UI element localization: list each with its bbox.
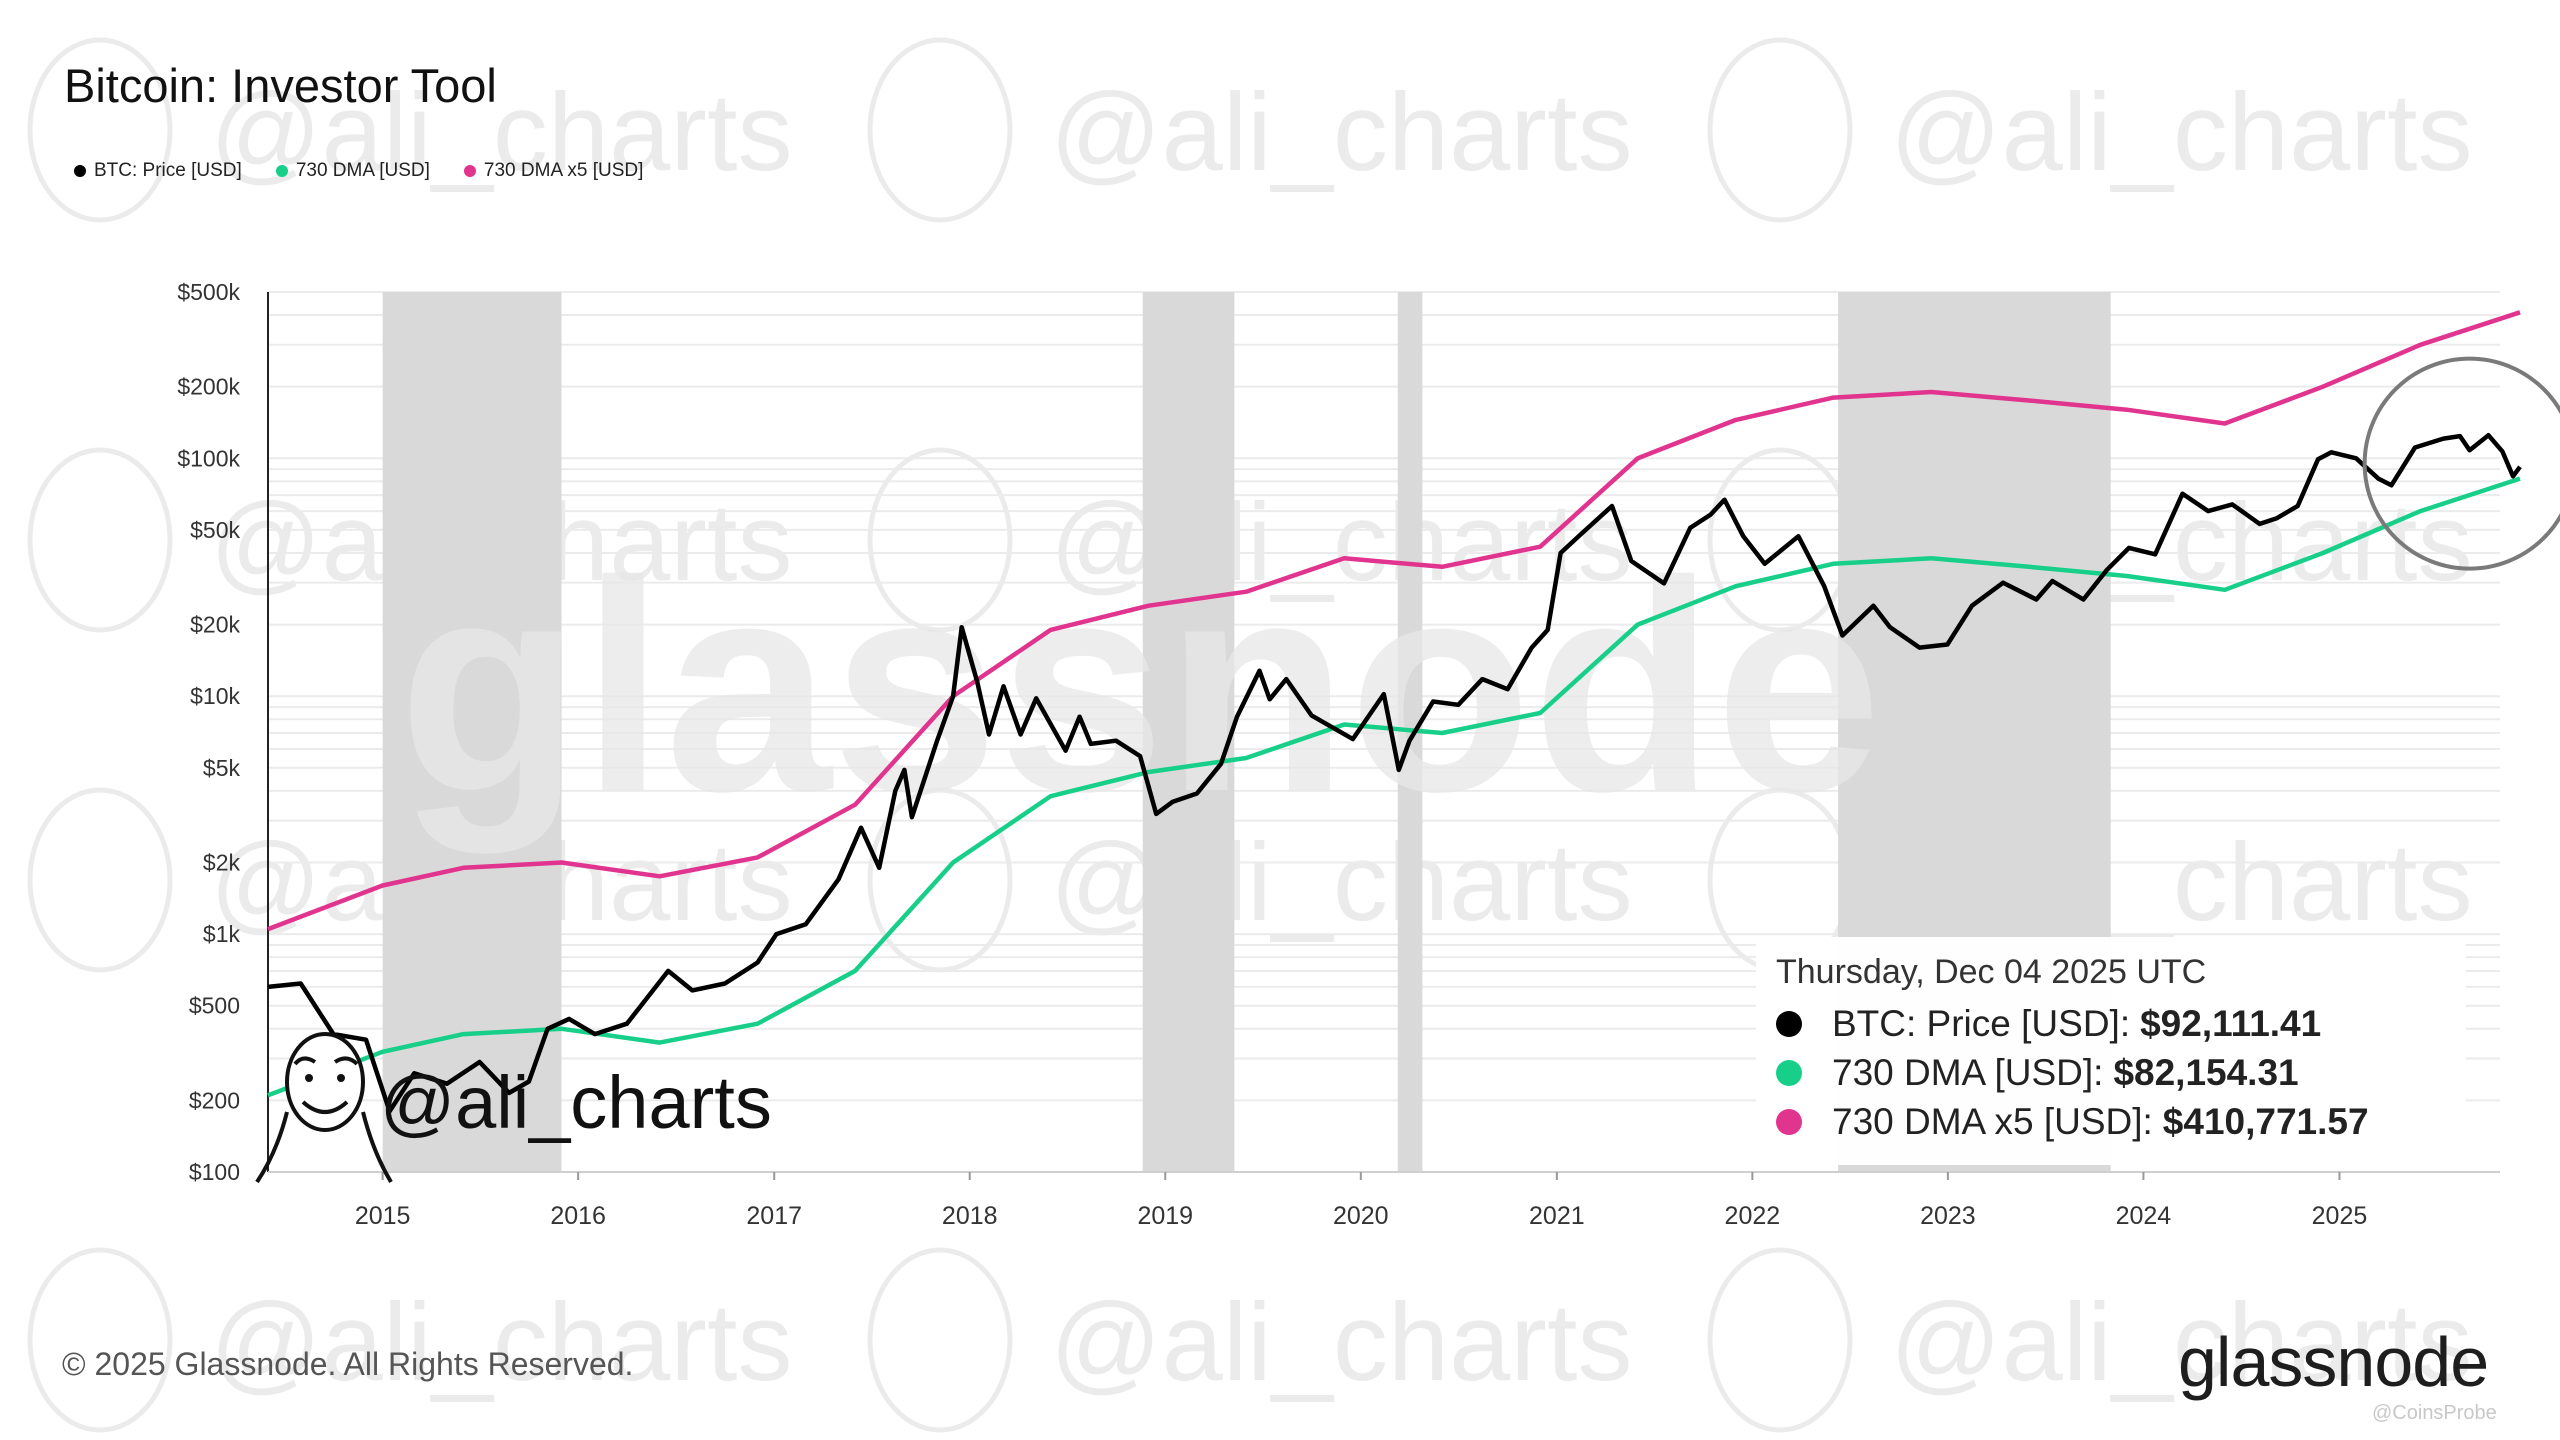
series-line-1 (267, 476, 2521, 1098)
author-watermark: @ali_charts (255, 1032, 772, 1184)
y-tick-label: $200k (177, 374, 240, 400)
watermark-face-icon (27, 787, 173, 973)
tooltip-row-dma-x5: 730 DMA x5 [USD]: $410,771.57 (1776, 1101, 2369, 1143)
axes (267, 292, 2500, 1173)
x-tick-label: 2016 (550, 1202, 606, 1230)
highlight-ring (2362, 356, 2560, 571)
x-tick-label: 2022 (1725, 1202, 1781, 1230)
series-line-2 (267, 310, 2521, 932)
y-tick-label: $200 (189, 1087, 240, 1113)
y-tick-label: $500k (177, 279, 240, 305)
glassnode-watermark: glassnode (398, 518, 1882, 856)
watermark-handle: @ali_charts (210, 71, 792, 194)
tooltip-label-dma-x5: 730 DMA x5 [USD]: (1832, 1101, 2153, 1142)
y-tick-label: $1k (203, 921, 241, 947)
shaded-period (1142, 292, 1235, 1172)
legend-item-dma-x5[interactable]: 730 DMA x5 [USD] (463, 160, 644, 182)
watermark-tile: @ali_charts (27, 37, 792, 223)
watermark-face-icon (867, 447, 1013, 633)
x-tick-label: 2020 (1333, 1202, 1389, 1230)
glassnode-logo[interactable]: glassnode (2178, 1323, 2489, 1401)
watermark-handle: @ali_charts (1050, 1281, 1632, 1404)
source-watermark: @CoinsProbe (2372, 1402, 2497, 1424)
y-tick-label: $20k (190, 612, 240, 638)
tooltip-dot-price (1776, 1011, 1802, 1037)
series-lines (267, 310, 2522, 1114)
y-tick-label: $5k (203, 755, 241, 781)
watermark-tile: @ali_charts (1707, 1247, 2472, 1433)
chart-legend: BTC: Price [USD] 730 DMA [USD] 730 DMA x… (74, 160, 643, 182)
y-tick-label: $100 (189, 1159, 240, 1185)
y-tick-label: $10k (190, 683, 240, 709)
x-tick-label: 2023 (1920, 1202, 1976, 1230)
tooltip-row-price: BTC: Price [USD]: $92,111.41 (1776, 1003, 2321, 1045)
watermark-tile: @ali_charts (1707, 37, 2472, 223)
tooltip-row-dma: 730 DMA [USD]: $82,154.31 (1776, 1052, 2299, 1094)
x-tick-label: 2021 (1529, 1202, 1585, 1230)
highlight-circle (2362, 356, 2560, 571)
legend-item-dma[interactable]: 730 DMA [USD] (275, 160, 430, 182)
x-tick-label: 2024 (2116, 1202, 2172, 1230)
tooltip-date: Thursday, Dec 04 2025 UTC (1776, 953, 2207, 991)
author-handle: @ali_charts (380, 1061, 772, 1144)
watermark-face-icon (867, 1247, 1013, 1433)
watermark-tile: @ali_charts (867, 37, 1632, 223)
glassnode-watermark-text: glassnode (398, 518, 1882, 856)
tooltip-value-price: $92,111.41 (2140, 1003, 2322, 1044)
watermark-handle: @ali_charts (1890, 71, 2472, 194)
x-tick-label: 2017 (746, 1202, 802, 1230)
x-tick-label: 2025 (2312, 1202, 2368, 1230)
watermark-tile: @ali_charts (27, 1247, 792, 1433)
legend-dot-price (74, 165, 86, 177)
tooltip-label-price: BTC: Price [USD]: (1832, 1003, 2131, 1044)
chart-title: Bitcoin: Investor Tool (64, 59, 497, 112)
y-tick-label: $50k (190, 517, 240, 543)
legend-label-dma: 730 DMA [USD] (295, 160, 430, 181)
legend-dot-dma (275, 165, 288, 177)
y-tick-label: $100k (177, 445, 240, 471)
legend-dot-dma-x5 (463, 165, 476, 177)
x-tick-label: 2015 (355, 1202, 411, 1230)
watermark-face-icon (27, 1247, 173, 1433)
watermark-face-icon (27, 447, 173, 633)
watermark-face-icon (27, 37, 173, 223)
x-tick-label: 2019 (1137, 1202, 1193, 1230)
y-tick-label: $2k (203, 849, 241, 875)
tooltip-dot-dma-x5 (1776, 1109, 1802, 1135)
data-tooltip: Thursday, Dec 04 2025 UTC BTC: Price [US… (1756, 937, 2466, 1165)
x-tick-label: 2018 (942, 1202, 998, 1230)
tooltip-value-dma-x5: $410,771.57 (2162, 1101, 2369, 1142)
shaded-period (382, 292, 562, 1172)
legend-item-price[interactable]: BTC: Price [USD] (74, 160, 242, 182)
watermark-face-icon (1707, 37, 1853, 223)
legend-label-dma-x5: 730 DMA x5 [USD] (483, 160, 644, 181)
watermark-handle: @ali_charts (210, 1281, 792, 1404)
watermark-handle: @ali_charts (1050, 71, 1632, 194)
tooltip-dot-dma (1776, 1060, 1802, 1086)
legend-label-price: BTC: Price [USD] (94, 160, 242, 181)
y-tick-label: $500 (189, 993, 240, 1019)
watermark-face-icon (867, 37, 1013, 223)
tooltip-label-dma: 730 DMA [USD]: (1832, 1052, 2104, 1093)
copyright-text: © 2025 Glassnode. All Rights Reserved. (62, 1346, 634, 1382)
series-line-0 (267, 432, 2522, 1114)
y-axis-ticks: $500k $200k $100k $50k $20k $10k $5k $2k $1k $500… (177, 279, 240, 1185)
x-axis-ticks: 2015 2016 2017 2018 2019 2020 2021 2022 2023 2024… (355, 1172, 2367, 1230)
watermark-face-icon (1707, 1247, 1853, 1433)
watermark-handle: @ali_charts (1890, 1281, 2472, 1404)
tooltip-value-dma: $82,154.31 (2113, 1052, 2299, 1093)
author-face-icon (255, 1032, 393, 1184)
watermark-tile: @ali_charts (867, 1247, 1632, 1433)
